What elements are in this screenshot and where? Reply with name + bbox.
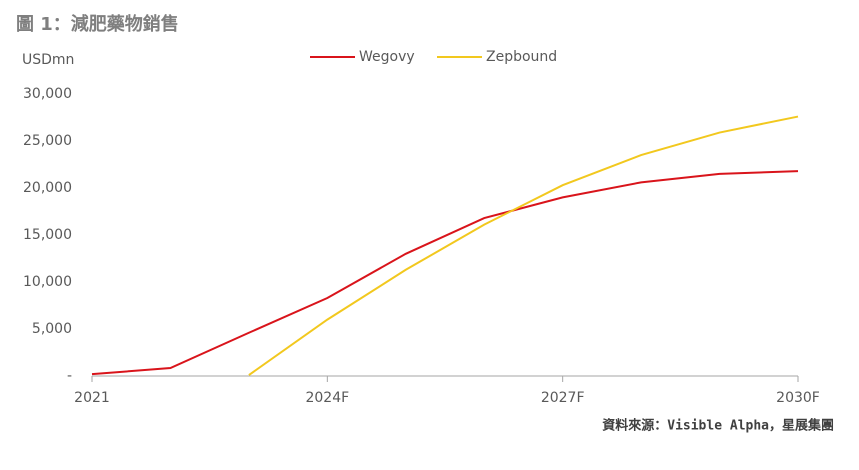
x-tick-label: 2030F bbox=[776, 390, 820, 406]
y-tick-label: 15,000 bbox=[23, 227, 72, 243]
y-tick-label: 5,000 bbox=[32, 321, 72, 337]
y-axis-label: USDmn bbox=[22, 52, 74, 68]
x-tick-label: 2024F bbox=[305, 390, 349, 406]
legend-label: Wegovy bbox=[359, 49, 415, 65]
source-note: 資料來源：Visible Alpha，星展集團 bbox=[602, 418, 834, 434]
y-tick-label: 10,000 bbox=[23, 274, 72, 290]
legend-label: Zepbound bbox=[486, 49, 557, 65]
y-tick-label: 20,000 bbox=[23, 180, 72, 196]
series-line bbox=[248, 115, 799, 376]
y-tick-label: 30,000 bbox=[23, 86, 72, 102]
y-tick-label: - bbox=[67, 368, 72, 384]
x-tick-label: 2027F bbox=[541, 390, 585, 406]
chart-title: 圖 1：減肥藥物銷售 bbox=[16, 13, 179, 35]
y-tick-label: 25,000 bbox=[23, 133, 72, 149]
series-line bbox=[91, 170, 799, 376]
x-tick-label: 2021 bbox=[74, 390, 110, 406]
